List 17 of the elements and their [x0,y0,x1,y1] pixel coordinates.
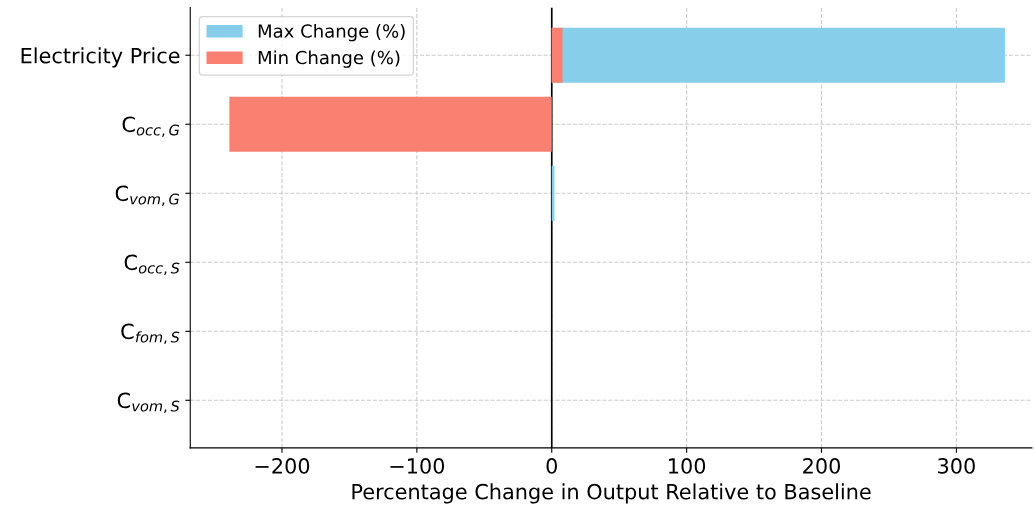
y-tick-label: C$_{occ,S}$ [124,254,180,276]
x-axis-title: Percentage Change in Output Relative to Baseline [352,483,871,504]
x-tick-label: −100 [390,458,445,474]
bar [551,27,563,83]
x-tick-label: −200 [255,458,310,474]
bar [229,96,552,152]
y-tick-label: C$_{fom,S}$ [121,323,180,345]
y-tick-label: C$_{vom,G}$ [115,185,180,207]
y-tick-label: C$_{occ,G}$ [122,116,180,138]
y-tick-label: Electricity Price [21,47,180,68]
legend-label: Min Change (%) [258,50,400,68]
x-tick-label: 200 [803,458,841,474]
x-tick-label: 300 [938,458,975,474]
x-tick-label: 0 [546,458,557,474]
legend-label: Max Change (%) [258,23,405,42]
y-tick-label: C$_{vom,S}$ [117,392,180,414]
x-tick-label: 100 [669,458,706,474]
